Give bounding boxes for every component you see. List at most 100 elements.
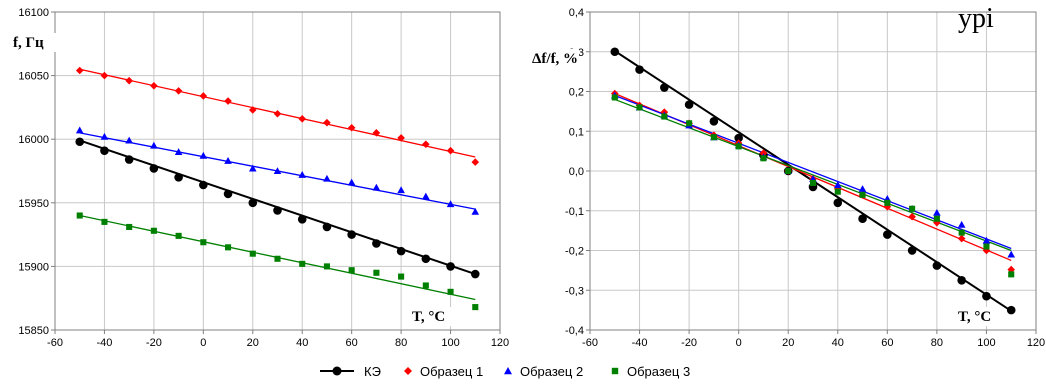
x-tick-label: -40 [632,337,648,349]
right-chart: -60 -40 -20 0 20 40 60 80 100 120 -0,4 -0,3 -0,2 -0,1… [529,7,1045,349]
x-tick-label: 0 [736,337,742,349]
data-point [150,141,158,149]
x-tick-label: 60 [346,337,358,349]
data-point [759,149,768,157]
data-point [834,188,841,195]
x-tick-label: 80 [395,337,407,349]
data-point [297,215,307,224]
data-point [101,218,108,225]
data-point [660,83,669,92]
data-point [785,167,792,175]
data-point [422,140,430,149]
y-tick-label: -0,4 [565,325,584,337]
data-point [833,181,842,188]
x-tick-label: 120 [1027,337,1045,349]
data-point [957,220,966,228]
data-point [126,223,133,231]
legend-marker [611,367,619,375]
y-tick-label: 0,4 [569,7,584,19]
x-tick-label: 40 [832,337,844,349]
legend: КЭ Образец 1 Образец 2 Образец 3 [320,364,690,379]
y-tick-label: 16050 [18,71,49,83]
data-point [223,189,233,199]
left-chart: -60 -40 -20 0 20 40 60 80 100 120 15850 15900 15950 1… [10,7,509,349]
data-point [274,255,281,262]
data-point [273,109,282,118]
x-axis-label: T, °C [958,309,991,325]
data-point [150,227,157,234]
y-tick-label: 0,1 [569,126,584,138]
data-point [983,243,990,250]
data-point [446,262,455,271]
series-line [614,98,1012,252]
data-point [611,94,618,101]
data-point [809,179,817,186]
data-point [273,167,282,175]
y-tick-label: 16000 [18,134,49,146]
data-point [199,92,208,100]
data-point [372,183,381,191]
data-point [709,117,719,126]
y-axis-label-bg [10,33,58,52]
data-point [100,146,109,155]
y-tick-label: 0,2 [569,87,584,99]
data-point [273,206,282,215]
data-point [908,212,916,221]
x-tick-label: -40 [96,337,112,349]
data-point [447,288,454,295]
legend-marker [332,366,342,376]
data-point [982,291,991,301]
legend-label: КЭ [364,364,381,379]
data-point [470,269,480,279]
data-point [347,178,356,186]
data-point [125,76,133,85]
y-axis-label: f, Гц [13,35,44,51]
data-point [225,244,232,251]
data-point [372,129,381,137]
y-tick-label: -0,3 [565,285,584,297]
x-tick-label: 60 [881,337,893,349]
data-point [610,47,620,57]
plot-frame [54,11,501,331]
data-point [398,273,405,280]
legend-marker [404,367,412,375]
data-point [933,215,940,222]
data-point [76,212,83,219]
data-point [124,155,134,164]
data-point [75,126,84,134]
data-point [396,246,406,256]
data-point [199,180,208,190]
x-axis-label: T, °C [412,309,445,325]
x-tick-label: 100 [977,337,995,349]
data-point [248,106,257,114]
data-point [472,304,479,311]
data-point [372,239,381,248]
x-tick-label: -20 [681,337,697,349]
x-tick-label: -60 [47,337,63,349]
x-tick-label: 100 [441,337,459,349]
y-tick-label: 15850 [18,325,49,337]
data-point [75,137,85,147]
x-axis-label-bg [955,307,1011,326]
data-point [958,229,965,236]
x-axis-label-bg [409,307,465,326]
series-line [614,94,1012,250]
data-point [149,164,159,173]
data-point [909,205,916,212]
data-point [1006,305,1016,315]
data-point [471,207,480,215]
data-point [982,246,991,255]
data-point [734,133,743,143]
x-tick-label: -60 [582,337,598,349]
data-point [859,191,866,198]
data-point [858,214,867,223]
legend-label: Образец 2 [520,364,583,379]
x-tick-label: -20 [146,337,162,349]
data-point [100,71,109,80]
data-point [125,136,133,144]
data-point [933,208,941,216]
data-point [471,158,480,166]
x-tick-label: 20 [782,337,794,349]
data-point [323,118,331,127]
y-tick-label: 0,0 [569,166,584,178]
